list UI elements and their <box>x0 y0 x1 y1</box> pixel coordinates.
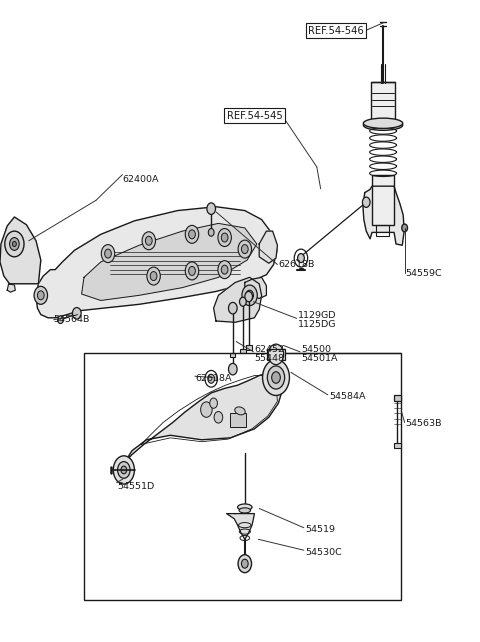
Circle shape <box>185 262 199 280</box>
Text: 62452: 62452 <box>254 345 284 354</box>
Polygon shape <box>245 277 266 299</box>
Circle shape <box>241 559 248 568</box>
Circle shape <box>218 229 231 247</box>
Circle shape <box>201 402 212 417</box>
Ellipse shape <box>363 118 403 128</box>
Circle shape <box>34 286 48 304</box>
Circle shape <box>189 230 195 239</box>
Circle shape <box>72 308 81 319</box>
Circle shape <box>147 267 160 285</box>
Circle shape <box>208 229 214 236</box>
Polygon shape <box>36 207 277 318</box>
Text: 1125DG: 1125DG <box>298 320 336 329</box>
Circle shape <box>58 316 63 324</box>
Circle shape <box>240 297 246 306</box>
Bar <box>246 345 252 350</box>
Circle shape <box>221 233 228 242</box>
Polygon shape <box>119 372 282 482</box>
Circle shape <box>245 291 252 302</box>
Bar <box>240 349 246 353</box>
Circle shape <box>145 236 152 245</box>
Circle shape <box>362 197 370 207</box>
Circle shape <box>121 466 127 474</box>
Circle shape <box>142 232 156 250</box>
Circle shape <box>242 285 257 306</box>
Bar <box>230 353 235 357</box>
Circle shape <box>241 245 248 254</box>
Circle shape <box>12 241 16 247</box>
Text: 54584A: 54584A <box>329 392 365 401</box>
Circle shape <box>246 290 253 300</box>
Ellipse shape <box>235 407 245 415</box>
Circle shape <box>150 272 157 281</box>
Bar <box>230 413 246 427</box>
Circle shape <box>113 456 134 484</box>
Circle shape <box>238 240 252 258</box>
Circle shape <box>118 462 130 478</box>
Polygon shape <box>0 217 41 284</box>
Circle shape <box>267 366 285 389</box>
Circle shape <box>218 261 231 279</box>
Text: 1129GD: 1129GD <box>298 311 336 320</box>
Circle shape <box>189 266 195 275</box>
Circle shape <box>208 374 215 383</box>
Bar <box>267 349 285 360</box>
Text: 54551D: 54551D <box>118 482 155 491</box>
Text: 55448: 55448 <box>254 354 284 363</box>
Text: 54564B: 54564B <box>54 315 90 324</box>
Text: 54530C: 54530C <box>305 548 342 557</box>
Circle shape <box>105 249 111 258</box>
Text: 54501A: 54501A <box>301 354 337 363</box>
Text: 54563B: 54563B <box>406 419 442 428</box>
Polygon shape <box>363 186 404 245</box>
Text: 62618A: 62618A <box>196 374 232 383</box>
Text: 54559C: 54559C <box>406 269 442 278</box>
Text: 62400A: 62400A <box>122 175 159 184</box>
Polygon shape <box>227 514 254 539</box>
Bar <box>371 82 395 123</box>
Text: REF.54-545: REF.54-545 <box>227 110 282 121</box>
Circle shape <box>214 412 223 423</box>
Circle shape <box>228 302 237 314</box>
Ellipse shape <box>363 120 403 130</box>
Circle shape <box>402 224 408 232</box>
Circle shape <box>210 398 217 408</box>
Polygon shape <box>82 223 257 300</box>
Circle shape <box>238 555 252 573</box>
Circle shape <box>207 203 216 214</box>
Bar <box>376 225 389 236</box>
Circle shape <box>228 363 237 375</box>
Ellipse shape <box>238 504 252 510</box>
Circle shape <box>10 238 19 250</box>
Bar <box>372 175 394 225</box>
Circle shape <box>185 225 199 243</box>
Circle shape <box>221 265 228 274</box>
Bar <box>394 443 401 448</box>
Bar <box>84 353 401 600</box>
Circle shape <box>37 291 44 300</box>
Text: 54500: 54500 <box>301 345 331 354</box>
Text: 62618B: 62618B <box>278 260 315 269</box>
Circle shape <box>272 372 280 383</box>
Circle shape <box>268 344 284 365</box>
Polygon shape <box>214 277 262 322</box>
Circle shape <box>298 254 304 263</box>
Circle shape <box>5 231 24 257</box>
Ellipse shape <box>239 508 251 513</box>
Polygon shape <box>7 284 15 292</box>
Bar <box>394 395 401 401</box>
Text: REF.54-546: REF.54-546 <box>308 26 364 36</box>
Circle shape <box>263 360 289 395</box>
Polygon shape <box>259 231 277 263</box>
Text: 54519: 54519 <box>305 525 335 534</box>
Circle shape <box>101 245 115 263</box>
